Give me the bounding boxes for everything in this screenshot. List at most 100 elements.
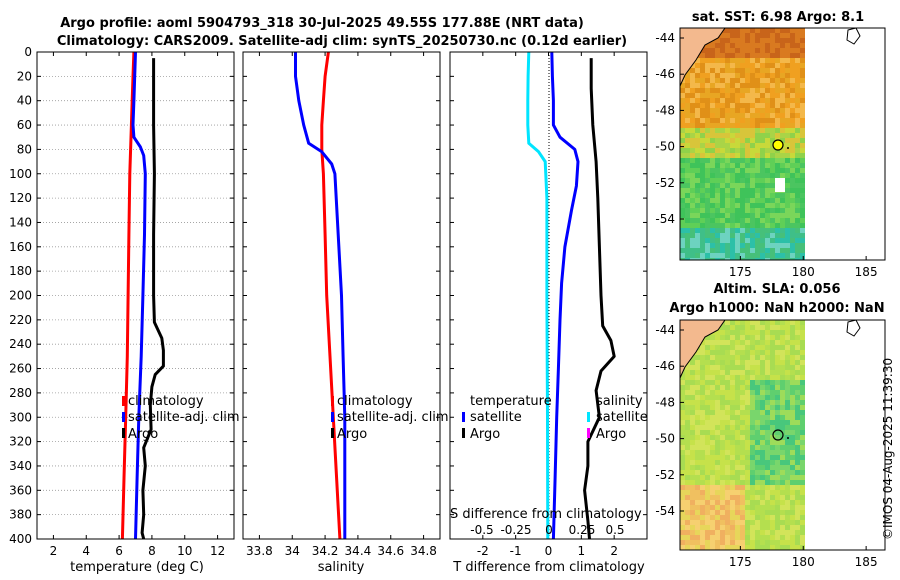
map-cell	[720, 500, 725, 505]
map-cell	[750, 138, 755, 143]
map-cell	[760, 365, 765, 370]
map-cell	[795, 360, 800, 365]
map-cell	[690, 435, 695, 440]
map-cell	[720, 258, 725, 260]
map-cell	[755, 233, 760, 238]
map-cell	[720, 98, 725, 103]
map-cell	[710, 545, 715, 550]
map-cell	[775, 208, 780, 213]
map-cell	[785, 495, 790, 500]
map-cell	[770, 445, 775, 450]
map-cell	[735, 540, 740, 545]
map-cell	[755, 405, 760, 410]
map-cell	[710, 98, 715, 103]
map-cell	[740, 198, 745, 203]
map-cell	[705, 475, 710, 480]
map-cell	[765, 198, 770, 203]
map-cell	[715, 380, 720, 385]
map-cell	[685, 253, 690, 258]
map-cell	[705, 465, 710, 470]
map-cell	[785, 168, 790, 173]
map-cell	[785, 48, 790, 53]
float-dot	[787, 437, 789, 439]
map-cell	[700, 450, 705, 455]
map-cell	[760, 33, 765, 38]
map-cell	[745, 500, 750, 505]
map-cell	[705, 163, 710, 168]
map-cell	[730, 78, 735, 83]
map-cell	[695, 138, 700, 143]
map-cell	[785, 525, 790, 530]
map-cell	[765, 525, 770, 530]
map-cell	[790, 243, 795, 248]
map-cell	[720, 520, 725, 525]
map-cell	[800, 495, 805, 500]
map-x-tick-label: 175	[729, 265, 752, 279]
map-cell	[755, 163, 760, 168]
map-cell	[680, 133, 685, 138]
map-cell	[775, 420, 780, 425]
map-cell	[790, 350, 795, 355]
map-cell	[735, 495, 740, 500]
map-cell	[780, 133, 785, 138]
map-cell	[680, 435, 685, 440]
map-y-tick-label: -50	[655, 432, 675, 446]
map-cell	[745, 540, 750, 545]
map-cell	[785, 385, 790, 390]
map-cell	[785, 193, 790, 198]
map-cell	[680, 193, 685, 198]
map-cell	[735, 425, 740, 430]
map-cell	[790, 103, 795, 108]
map-cell	[690, 103, 695, 108]
map-cell	[785, 325, 790, 330]
map-cell	[790, 198, 795, 203]
map-cell	[800, 360, 805, 365]
map-cell	[785, 505, 790, 510]
map-cell	[750, 158, 755, 163]
map-cell	[695, 385, 700, 390]
map-cell	[725, 173, 730, 178]
map-cell	[725, 440, 730, 445]
map-cell	[740, 540, 745, 545]
map-cell	[795, 365, 800, 370]
map-cell	[780, 123, 785, 128]
map-cell	[760, 38, 765, 43]
map-cell	[725, 355, 730, 360]
map-cell	[740, 173, 745, 178]
map-cell	[755, 138, 760, 143]
map-cell	[710, 535, 715, 540]
map-cell	[700, 340, 705, 345]
map-cell	[680, 455, 685, 460]
map-cell	[725, 325, 730, 330]
map-cell	[730, 385, 735, 390]
map-cell	[800, 198, 805, 203]
map-cell	[680, 475, 685, 480]
map-cell	[765, 480, 770, 485]
map-cell	[770, 218, 775, 223]
map-cell	[780, 83, 785, 88]
map-cell	[745, 133, 750, 138]
map-cell	[695, 485, 700, 490]
map-cell	[710, 228, 715, 233]
map-cell	[800, 118, 805, 123]
map-cell	[695, 218, 700, 223]
map-cell	[725, 475, 730, 480]
map-cell	[725, 445, 730, 450]
map-cell	[730, 370, 735, 375]
map-cell	[765, 168, 770, 173]
map-cell	[800, 83, 805, 88]
map-cell	[735, 395, 740, 400]
map-cell	[715, 525, 720, 530]
map-cell	[785, 335, 790, 340]
map-cell	[775, 83, 780, 88]
map-cell	[680, 188, 685, 193]
map-cell	[740, 128, 745, 133]
map-cell	[745, 128, 750, 133]
map-y-tick-label: -48	[655, 103, 675, 117]
map-cell	[780, 400, 785, 405]
map-cell	[800, 370, 805, 375]
map-cell	[780, 248, 785, 253]
map-cell	[790, 470, 795, 475]
map-cell	[740, 253, 745, 258]
map-cell	[795, 495, 800, 500]
